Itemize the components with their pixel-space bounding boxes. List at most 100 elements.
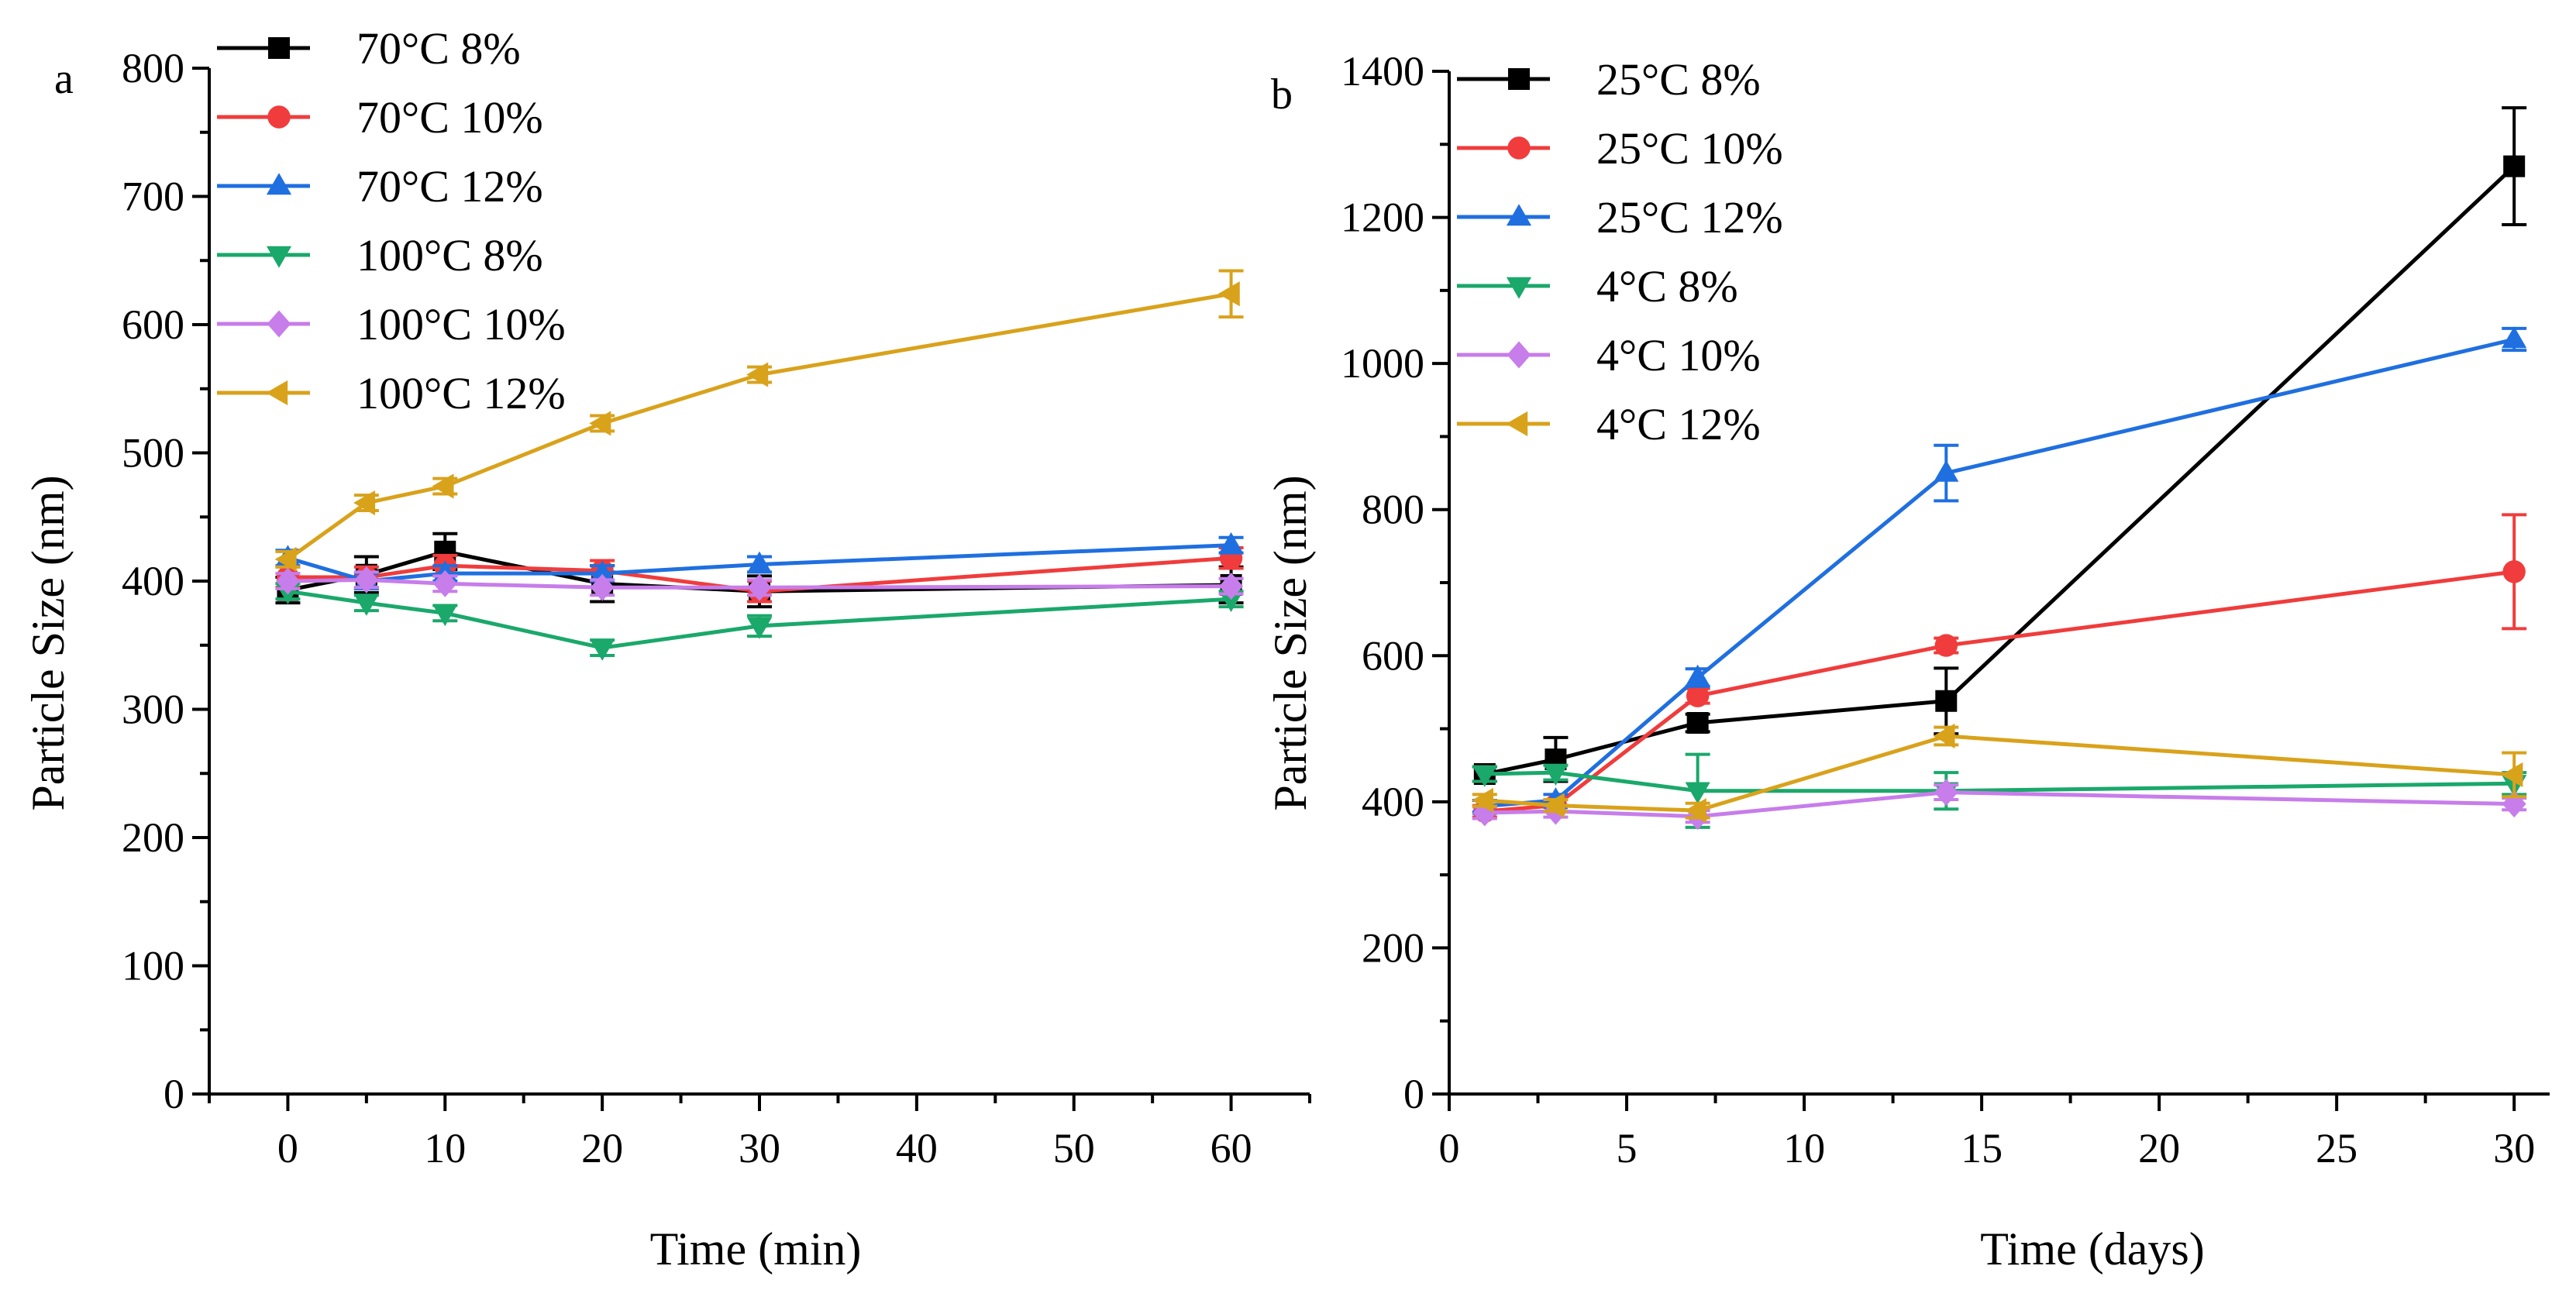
panel-a-legend-entry: 70°C 12% (217, 161, 543, 212)
panel-b-data-point (1684, 798, 1706, 824)
panel-a-x-tick-label: 60 (1211, 1125, 1252, 1171)
panel-a-data-point (1217, 281, 1240, 307)
panel-a-y-tick-label: 200 (122, 814, 184, 861)
panel-b-legend-entry: 4°C 12% (1457, 399, 1761, 449)
panel-b-data-point (1933, 723, 1955, 749)
panel-b-legend-entry: 4°C 10% (1457, 330, 1761, 380)
panel-a-legend-entry: 70°C 8% (217, 23, 521, 74)
panel-b-x-tick-label: 30 (2493, 1125, 2535, 1171)
panel-a: a 0 10 20 30 40 50 600100200300400500600700800… (22, 23, 1311, 1275)
panel-a-legend-label: 100°C 8% (356, 230, 543, 280)
panel-b-series-1 (1472, 513, 2527, 823)
panel-b-data-point (1685, 664, 1710, 686)
panel-b-legend-label: 25°C 10% (1596, 123, 1783, 174)
panel-b-data-point (2503, 155, 2526, 177)
panel-b-y-tick-label: 200 (1362, 924, 1424, 971)
panel-b-legend-entry: 4°C 8% (1457, 261, 1738, 311)
panel-b-legend: 25°C 8% 25°C 10% 25°C 12% 4°C 8% 4°C 10% 4°C … (1457, 54, 1783, 449)
panel-a-data-point (353, 490, 376, 516)
panel-a-legend-entry: 70°C 10% (217, 92, 543, 143)
panel-a-data-point (589, 411, 611, 436)
panel-b-x-tick-label: 5 (1617, 1125, 1638, 1171)
panel-a-y-tick-label: 700 (122, 174, 184, 220)
panel-a-series-line (288, 589, 1231, 650)
panel-a-y-tick-label: 800 (122, 45, 184, 91)
panel-b-data-point (1472, 765, 1497, 787)
panel-b-y-tick-label: 1200 (1341, 194, 1424, 241)
panel-a-data-point (354, 566, 379, 593)
panel-b-x-tick-label: 15 (1961, 1125, 2003, 1171)
panel-a-x-axis-title: Time (min) (650, 1223, 862, 1275)
panel-a-data-point (590, 638, 615, 661)
panel-b-legend-label: 4°C 10% (1596, 330, 1761, 380)
panel-b-legend-label: 25°C 12% (1596, 192, 1783, 243)
panel-b-legend-label: 25°C 8% (1596, 54, 1761, 105)
panel-b-data-point (1934, 779, 1958, 807)
panel-b-data-point (2502, 326, 2527, 349)
panel-b-data-point (2501, 762, 2523, 788)
panel-a-data-point (747, 573, 772, 601)
panel-a-legend-label: 70°C 10% (356, 92, 543, 143)
panel-a-x-tick-label: 20 (581, 1125, 623, 1171)
panel-b-data-point (1686, 684, 1710, 707)
panel-a-data-point (1218, 532, 1244, 554)
panel-a-y-tick-label: 300 (122, 686, 184, 733)
panel-a-legend-entry: 100°C 12% (217, 368, 566, 418)
panel-b-axes: 0 5 10 15 20 25 30 0 200 400 600 800 1000 1200 1400 (1341, 48, 2550, 1171)
panel-a-data-point (590, 573, 615, 601)
panel-a-data-point (432, 473, 454, 499)
panel-b-x-tick-label: 10 (1783, 1125, 1825, 1171)
panel-b-legend-label: 4°C 8% (1596, 261, 1738, 311)
panel-a-legend-entry: 100°C 8% (217, 230, 543, 280)
panel-a-legend-marker (268, 37, 290, 59)
panel-b-series-line (1484, 770, 2515, 793)
panel-a-y-tick-label: 400 (122, 558, 184, 604)
panel-a-series-line (288, 577, 1231, 590)
panel-b-legend-marker (1506, 277, 1532, 299)
panel-b-y-tick-label: 0 (1403, 1071, 1424, 1117)
panel-a-y-tick-label: 0 (164, 1071, 184, 1117)
panel-a-plot-area (274, 269, 1244, 661)
panel-b-series-line (1484, 569, 2515, 814)
panel-a-legend-label: 70°C 8% (356, 23, 521, 74)
panel-a-series-line (286, 291, 1231, 561)
panel-b-legend-entry: 25°C 12% (1457, 192, 1783, 243)
panel-b-series-line (1484, 790, 2515, 819)
panel-b-data-point (1472, 787, 1494, 814)
panel-a-x-tick-label: 50 (1053, 1125, 1095, 1171)
panel-a-legend-marker (267, 105, 291, 129)
panel-b-x-axis-title: Time (days) (1980, 1223, 2204, 1275)
panel-a-letter: a (54, 55, 74, 103)
panel-a-y-tick-label: 500 (122, 430, 184, 476)
panel-a-data-point (353, 593, 379, 616)
panel-a-data-point (432, 569, 457, 597)
panel-b-series-line (1484, 164, 2516, 776)
panel-b-legend-entry: 25°C 10% (1457, 123, 1783, 174)
panel-b-series-5 (1472, 723, 2527, 824)
panel-a-data-point (276, 567, 300, 595)
panel-b-legend-marker (1508, 68, 1530, 90)
panel-a-legend-marker (266, 246, 292, 268)
panel-b-data-point (2502, 790, 2526, 818)
panel-b-data-point (2502, 560, 2526, 583)
panel-b-data-point (1934, 459, 1959, 482)
panel-a-data-point (746, 551, 773, 573)
panel-a-x-tick-label: 0 (277, 1125, 298, 1171)
panel-a-data-point (274, 546, 297, 572)
panel-a-x-tick-label: 30 (739, 1125, 780, 1171)
panel-b-data-point (1934, 634, 1958, 657)
panel-a-data-point (746, 617, 773, 639)
panel-a-legend-marker (267, 310, 291, 338)
panel-a-legend-label: 100°C 10% (356, 299, 566, 349)
panel-b-x-tick-label: 20 (2138, 1125, 2180, 1171)
panel-a-legend: 70°C 8% 70°C 10% 70°C 12% 100°C 8% 100°C 10%… (217, 23, 566, 418)
panel-b-y-tick-label: 400 (1362, 779, 1424, 825)
panel-b-y-axis-title: Particle Size (nm) (1265, 475, 1316, 810)
panel-a-y-tick-label: 600 (122, 301, 184, 348)
panel-b-data-point (1686, 712, 1709, 735)
panel-b-data-point (1935, 690, 1958, 712)
panel-a-data-point (746, 362, 769, 387)
panel-b-legend-marker (1506, 204, 1532, 226)
